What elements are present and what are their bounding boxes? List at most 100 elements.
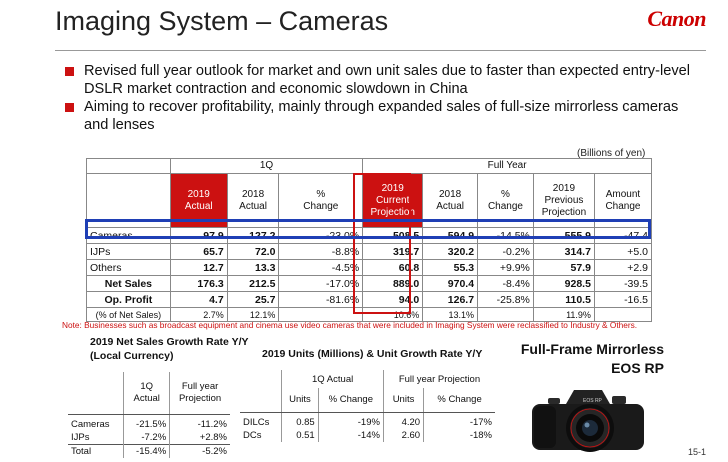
product-line1: Full-Frame Mirrorless — [520, 341, 664, 357]
cell-q1: -21.5% — [123, 414, 171, 431]
cell-fy-2018: 594.9 — [422, 227, 479, 244]
cell-q1-2019: 176.3 — [169, 275, 228, 292]
bullet-list: Revised full year outlook for market and… — [64, 63, 704, 135]
cell-q1-change: -17.0% — [278, 275, 364, 292]
cell-q1-2018: 127.2 — [226, 227, 280, 244]
col-header-1q-2019-actual: 2019 Actual — [169, 173, 228, 228]
cell-fy-previous: 928.5 — [532, 275, 595, 292]
row-label: Total — [68, 443, 125, 458]
col-header-fy-change: % Change — [477, 173, 534, 228]
bullet-item: Revised full year outlook for market and… — [64, 63, 704, 98]
col-header-change: % Change — [318, 388, 384, 413]
col-header-units: Units — [281, 388, 319, 413]
col-header-1q-change: % Change — [278, 173, 364, 228]
col-header-fy-2018-actual: 2018 Actual — [422, 173, 479, 228]
row-label-header — [86, 173, 171, 228]
cell-q1-2018: 72.0 — [226, 243, 280, 260]
cell-fy-previous: 11.9% — [532, 307, 595, 322]
cell-q1-units: 0.85 — [281, 412, 319, 429]
cell-fy-change: -8.4% — [477, 275, 534, 292]
cell-fy-2018: 320.2 — [422, 243, 479, 260]
title-divider — [55, 50, 706, 51]
cell-fy: -11.2% — [197, 418, 227, 430]
cell-fy: +2.8% — [199, 431, 227, 443]
corner-cell — [86, 158, 171, 174]
table-row-total: Total -15.4% -5.2% — [68, 443, 230, 458]
growth-title-line2: (Local Currency) — [90, 350, 174, 362]
camera-photo-icon: EOS RP — [532, 390, 644, 452]
corner-cell — [240, 370, 283, 388]
cell-q1: -15.4% — [123, 443, 171, 458]
cell-fy-2018: 55.3 — [422, 259, 479, 276]
reclassification-note: Note: Businesses such as broadcast equip… — [62, 320, 638, 330]
cell-q1-2019: 12.7 — [169, 259, 228, 276]
cell-fy-units: 4.20 — [383, 412, 425, 429]
units-table-title: 2019 Units (Millions) & Unit Growth Rate… — [262, 348, 483, 360]
cell-fy-amount: +5.0 — [593, 243, 653, 260]
cell-fy-amount: -39.5 — [593, 275, 653, 292]
cell-fy-amount: -16.5 — [593, 291, 653, 308]
cell-fy-amount: +2.9 — [593, 259, 653, 276]
col-header-fy-previous-projection: 2019 Previous Projection — [532, 173, 595, 228]
growth-title-line1: 2019 Net Sales Growth Rate Y/Y — [90, 336, 249, 348]
cell-fy-change: -0.2% — [477, 243, 534, 260]
row-label: Op. Profit — [86, 291, 171, 308]
group-header-1q-actual: 1Q Actual — [281, 370, 384, 388]
cell-fy-current: 94.0 — [362, 291, 424, 308]
cell-q1-change: -81.6% — [278, 291, 364, 308]
col-header-fy-projection: Full year Projection — [169, 372, 230, 415]
cell-fy-change: -17% — [469, 416, 492, 428]
col-header-fy-current-projection: 2019 Current Projection — [362, 173, 424, 228]
group-header-full-year: Full Year — [362, 158, 652, 174]
cell-fy-change: -14.5% — [477, 227, 534, 244]
cell-q1-2018: 212.5 — [226, 275, 280, 292]
cell-fy-change: -25.8% — [477, 291, 534, 308]
cell-q1-change: -14% — [318, 428, 384, 442]
bullet-text: Revised full year outlook for market and… — [84, 63, 690, 97]
table-row-op-profit: Op. Profit 4.7 25.7 -81.6% 94.0 126.7 -2… — [86, 291, 653, 308]
col-header-change: % Change — [423, 388, 495, 413]
table-row: Cameras -21.5% -11.2% — [68, 414, 230, 431]
cell-fy-previous: 57.9 — [532, 259, 595, 276]
cell-fy-previous: 555.9 — [532, 227, 595, 244]
cell-q1-2019: 97.9 — [169, 227, 228, 244]
corner-cell — [68, 372, 125, 415]
cell-q1-2019: 4.7 — [169, 291, 228, 308]
growth-table-title: 2019 Net Sales Growth Rate Y/Y (Local Cu… — [90, 335, 249, 363]
cell-q1-change: -19% — [318, 412, 384, 429]
cell-q1-2018: 12.1% — [226, 307, 280, 322]
row-label-header — [240, 388, 283, 413]
group-header-1q: 1Q — [169, 158, 364, 174]
cell-fy-units: 2.60 — [383, 428, 425, 442]
product-name: EOS RP — [611, 360, 664, 376]
table-row-ijps: IJPs 65.7 72.0 -8.8% 319.7 320.2 -0.2% 3… — [86, 243, 653, 260]
table-row-cameras: Cameras 97.9 127.2 -23.0% 508.5 594.9 -1… — [86, 227, 653, 244]
cell-fy-current: 10.6% — [362, 307, 424, 322]
units-table: 1Q Actual Full year Projection Units % C… — [240, 370, 495, 442]
cell-fy-current: 508.5 — [362, 227, 424, 244]
cell-fy-change: -18% — [469, 429, 492, 441]
table-row: DILCs 0.85 -19% 4.20 -17% — [240, 412, 495, 429]
cell-fy-previous: 314.7 — [532, 243, 595, 260]
table-row-margin: (% of Net Sales) 2.7% 12.1% 10.6% 13.1% … — [86, 307, 653, 322]
row-label: Net Sales — [86, 275, 171, 292]
cell-fy-2018: 126.7 — [422, 291, 479, 308]
cell-fy-amount — [593, 307, 653, 322]
cell-fy-change: +9.9% — [477, 259, 534, 276]
cell-q1-change: -23.0% — [278, 227, 364, 244]
col-header-units: Units — [383, 388, 425, 413]
cell-fy: -5.2% — [169, 443, 230, 458]
col-header-1q-2018-actual: 2018 Actual — [226, 173, 280, 228]
product-heading: Full-Frame Mirrorless EOS RP — [506, 340, 664, 378]
group-header-fy-projection: Full year Projection — [398, 373, 481, 385]
cell-fy-2018: 13.1% — [422, 307, 479, 322]
row-label: IJPs — [68, 430, 125, 444]
col-header-fy-amount-change: Amount Change — [593, 173, 653, 228]
cell-q1-change: -8.8% — [278, 243, 364, 260]
row-label: IJPs — [86, 243, 171, 260]
page-number: 15-1 — [687, 447, 706, 457]
row-label: DILCs — [240, 412, 283, 429]
cell-q1-2019: 2.7% — [169, 307, 228, 322]
svg-text:EOS RP: EOS RP — [583, 398, 603, 404]
unit-note: (Billions of yen) — [577, 148, 646, 159]
